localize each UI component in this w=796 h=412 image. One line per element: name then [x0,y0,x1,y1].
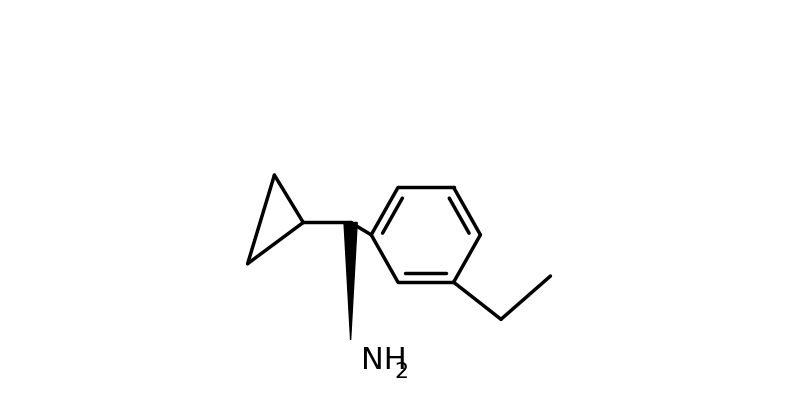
Polygon shape [344,222,357,340]
Text: 2: 2 [395,362,409,382]
Text: NH: NH [361,346,407,375]
